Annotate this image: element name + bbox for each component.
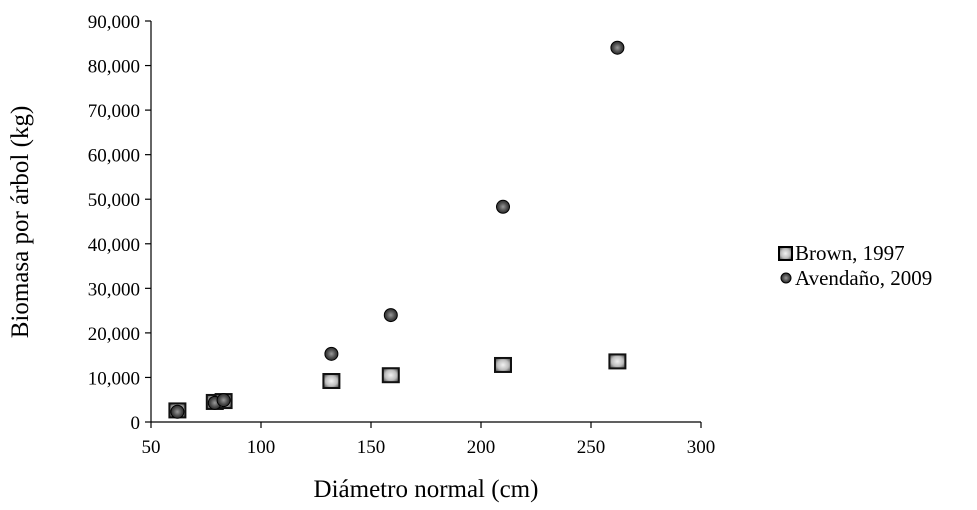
y-axis-title: Biomasa por árbol (kg) — [7, 106, 34, 339]
data-point-circle — [496, 199, 510, 214]
legend-item-brown-1997: Brown, 1997 — [778, 241, 905, 265]
series-brown-1997 — [168, 353, 627, 419]
legend-circle-marker — [780, 272, 792, 284]
legend: Brown, 1997 Avendaño, 2009 — [778, 241, 932, 290]
data-point-circle — [610, 40, 625, 55]
y-tick-label: 30,000 — [88, 279, 140, 300]
data-point-circle — [324, 346, 339, 361]
data-point-circle — [383, 308, 398, 323]
x-tick-label: 250 — [577, 437, 606, 458]
legend-label-avendano-2009: Avendaño, 2009 — [795, 266, 932, 290]
axes — [150, 21, 701, 423]
y-tick-label: 80,000 — [88, 57, 140, 78]
x-tick-label: 50 — [142, 437, 161, 458]
legend-label-brown-1997: Brown, 1997 — [795, 241, 905, 265]
data-point-square — [608, 353, 627, 370]
x-tick-label: 300 — [687, 437, 716, 458]
y-tick-label: 0 — [131, 413, 141, 434]
x-tick-label: 100 — [247, 437, 276, 458]
legend-square-marker — [778, 246, 793, 261]
x-tick-label: 200 — [467, 437, 496, 458]
x-tick-label: 150 — [357, 437, 386, 458]
y-tick-label: 60,000 — [88, 146, 140, 167]
series-layer — [168, 40, 627, 419]
series-avendano-2009 — [170, 40, 625, 419]
y-ticks: 0 10,000 20,000 30,000 40,000 50,000 60,000 70,… — [88, 12, 151, 434]
data-point-circle — [216, 393, 231, 408]
y-tick-label: 90,000 — [88, 12, 140, 33]
y-tick-label: 20,000 — [88, 324, 140, 345]
y-tick-label: 50,000 — [88, 190, 140, 211]
data-point-circle — [170, 404, 185, 419]
y-tick-label: 70,000 — [88, 101, 140, 122]
data-point-square — [322, 373, 341, 390]
legend-item-avendano-2009: Avendaño, 2009 — [780, 266, 932, 290]
data-point-square — [494, 356, 512, 373]
x-axis-title: Diámetro normal (cm) — [314, 476, 539, 503]
y-tick-label: 10,000 — [88, 368, 140, 389]
data-point-square — [381, 367, 400, 384]
y-tick-label: 40,000 — [88, 235, 140, 256]
x-ticks: 50 100 150 200 250 300 — [142, 422, 716, 458]
